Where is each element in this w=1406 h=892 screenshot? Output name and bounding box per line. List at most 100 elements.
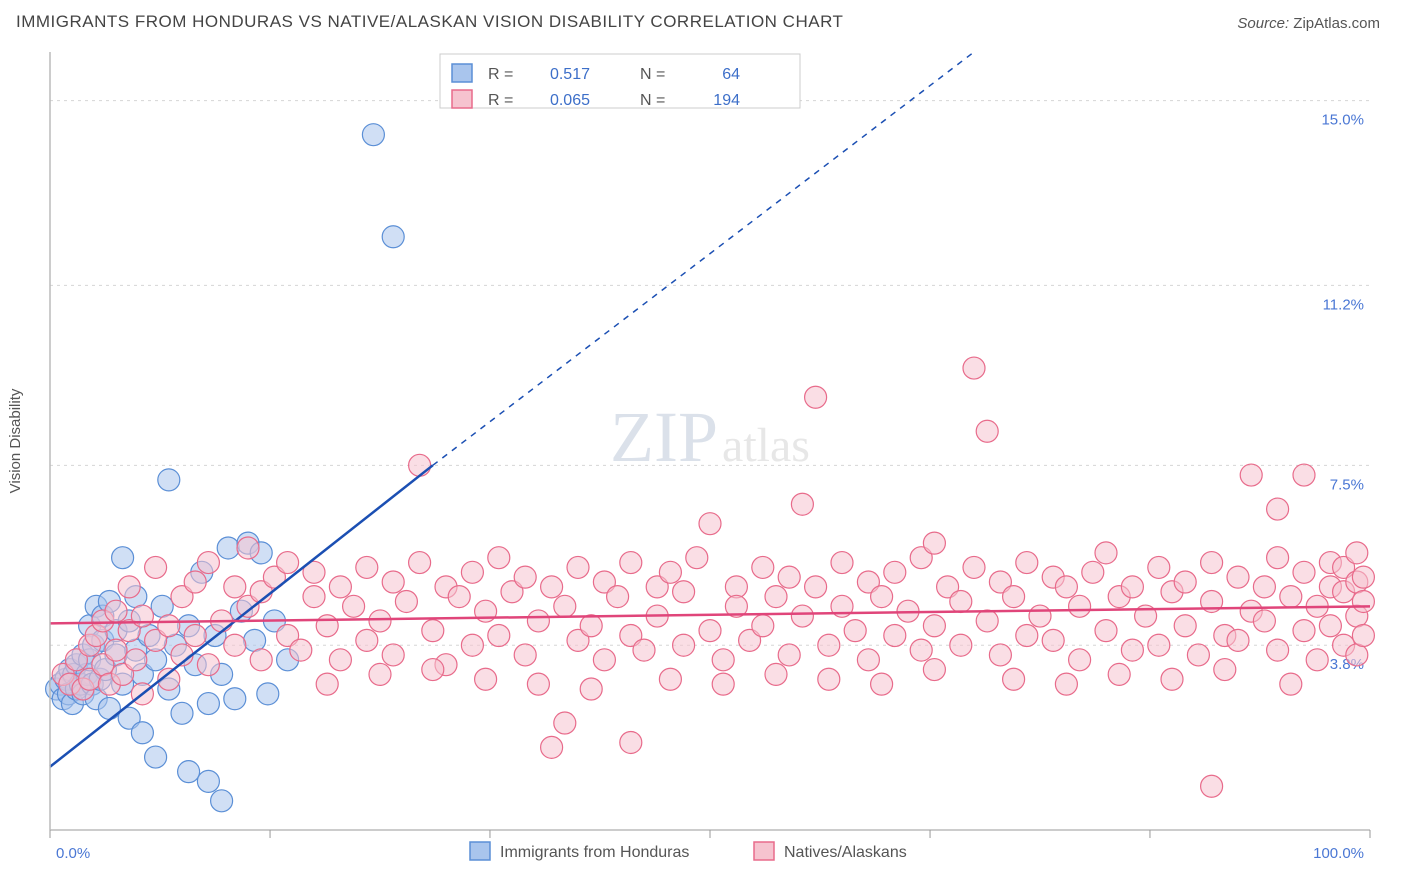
data-point — [171, 702, 193, 724]
data-point — [197, 552, 219, 574]
data-point — [1267, 639, 1289, 661]
data-point — [1161, 668, 1183, 690]
data-point — [145, 649, 167, 671]
data-point — [1082, 561, 1104, 583]
data-point — [197, 770, 219, 792]
data-point — [976, 610, 998, 632]
legend-R-label: R = — [488, 92, 513, 109]
data-point — [1352, 590, 1374, 612]
data-point — [1003, 586, 1025, 608]
data-point — [1055, 576, 1077, 598]
data-point — [659, 668, 681, 690]
data-point — [527, 673, 549, 695]
data-point — [1240, 464, 1262, 486]
data-point — [303, 586, 325, 608]
data-point — [712, 673, 734, 695]
chart-title: IMMIGRANTS FROM HONDURAS VS NATIVE/ALASK… — [16, 12, 843, 32]
y-tick-label: 7.5% — [1330, 476, 1364, 493]
data-point — [1293, 620, 1315, 642]
data-point — [329, 649, 351, 671]
data-point — [131, 722, 153, 744]
data-point — [923, 659, 945, 681]
data-point — [197, 654, 219, 676]
data-point — [105, 600, 127, 622]
data-point — [686, 547, 708, 569]
data-point — [1352, 566, 1374, 588]
watermark: ZIPatlas — [610, 397, 810, 477]
data-point — [1003, 668, 1025, 690]
data-point — [98, 697, 120, 719]
data-point — [257, 683, 279, 705]
data-point — [369, 610, 391, 632]
data-point — [197, 693, 219, 715]
data-point — [475, 668, 497, 690]
data-point — [923, 615, 945, 637]
data-point — [488, 625, 510, 647]
data-point — [1055, 673, 1077, 695]
data-point — [1029, 605, 1051, 627]
legend-bottom: Immigrants from HondurasNatives/Alaskans — [470, 842, 907, 861]
data-point — [765, 663, 787, 685]
data-point — [277, 552, 299, 574]
data-point — [818, 668, 840, 690]
y-tick-label: 11.2% — [1323, 296, 1364, 313]
data-point — [1346, 644, 1368, 666]
data-point — [131, 605, 153, 627]
data-point — [541, 736, 563, 758]
data-point — [422, 620, 444, 642]
data-point — [1069, 595, 1091, 617]
data-point — [673, 634, 695, 656]
data-point — [158, 615, 180, 637]
legend-N-value: 194 — [713, 92, 740, 109]
data-point — [1253, 610, 1275, 632]
data-point — [1174, 571, 1196, 593]
data-point — [1319, 615, 1341, 637]
data-point — [567, 556, 589, 578]
legend-label: Immigrants from Honduras — [500, 844, 689, 861]
source-value: ZipAtlas.com — [1293, 15, 1380, 32]
data-point — [607, 586, 629, 608]
data-point — [237, 537, 259, 559]
chart-header: IMMIGRANTS FROM HONDURAS VS NATIVE/ALASK… — [0, 0, 1406, 40]
legend-swatch — [452, 64, 472, 82]
y-tick-label: 15.0% — [1321, 112, 1364, 129]
data-point — [725, 576, 747, 598]
data-point — [145, 556, 167, 578]
data-point — [831, 552, 853, 574]
data-point — [1148, 634, 1170, 656]
data-point — [224, 634, 246, 656]
data-point — [791, 493, 813, 515]
data-point — [105, 639, 127, 661]
chart-container: 3.8%7.5%11.2%15.0%ZIPatlas0.0%100.0%Visi… — [0, 40, 1406, 880]
data-point — [1095, 620, 1117, 642]
data-point — [752, 615, 774, 637]
data-point — [145, 746, 167, 768]
data-point — [409, 454, 431, 476]
data-point — [1267, 498, 1289, 520]
data-point — [1042, 629, 1064, 651]
data-point — [1095, 542, 1117, 564]
data-point — [1280, 673, 1302, 695]
data-point — [1227, 629, 1249, 651]
data-point — [844, 620, 866, 642]
data-point — [620, 552, 642, 574]
data-point — [290, 639, 312, 661]
data-point — [805, 576, 827, 598]
data-point — [1148, 556, 1170, 578]
data-point — [250, 649, 272, 671]
data-point — [316, 615, 338, 637]
data-point — [659, 561, 681, 583]
data-point — [1280, 586, 1302, 608]
legend-R-label: R = — [488, 66, 513, 83]
data-point — [382, 226, 404, 248]
data-point — [461, 634, 483, 656]
data-point — [884, 561, 906, 583]
data-point — [778, 644, 800, 666]
data-point — [184, 571, 206, 593]
data-point — [488, 547, 510, 569]
data-point — [151, 595, 173, 617]
data-point — [554, 712, 576, 734]
scatter-chart: 3.8%7.5%11.2%15.0%ZIPatlas0.0%100.0%Visi… — [0, 40, 1406, 880]
data-point — [514, 644, 536, 666]
data-point — [884, 625, 906, 647]
